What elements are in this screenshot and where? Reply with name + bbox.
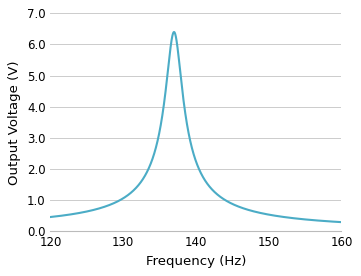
Y-axis label: Output Voltage (V): Output Voltage (V) [8, 60, 21, 185]
X-axis label: Frequency (Hz): Frequency (Hz) [146, 255, 246, 268]
